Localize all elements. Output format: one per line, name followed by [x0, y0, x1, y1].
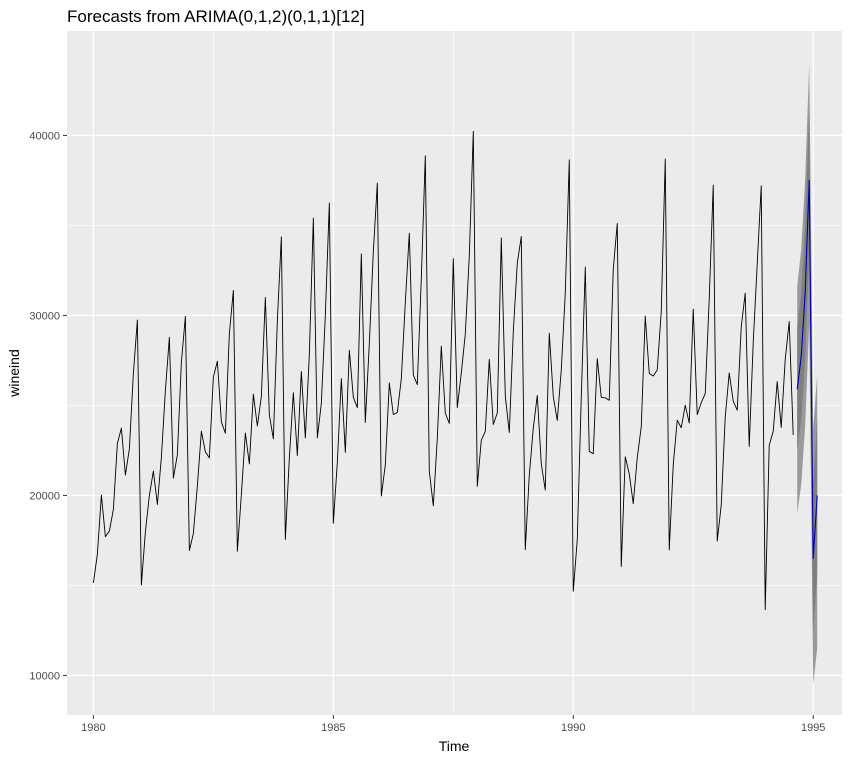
x-tick-label: 1980 [81, 722, 105, 734]
y-axis-title: wineind [6, 349, 22, 397]
observed-series [92, 130, 794, 611]
forecast-line [796, 179, 818, 559]
y-tick-label: 30000 [29, 310, 60, 322]
y-tick-label: 10000 [29, 670, 60, 682]
observed-line [92, 130, 794, 611]
y-tick-label: 20000 [29, 490, 60, 502]
x-axis: 1980 1985 1990 1995 [81, 715, 825, 734]
chart-title: Forecasts from ARIMA(0,1,2)(0,1,1)[12] [67, 7, 365, 26]
y-axis: 10000 20000 30000 40000 [29, 130, 67, 682]
plot-panel [67, 31, 842, 715]
x-tick-label: 1995 [801, 722, 825, 734]
x-tick-label: 1985 [321, 722, 345, 734]
x-tick-label: 1990 [561, 722, 585, 734]
gridlines-minor [67, 31, 842, 715]
forecast-series [796, 179, 818, 559]
y-tick-label: 40000 [29, 130, 60, 142]
x-axis-title: Time [439, 738, 470, 754]
